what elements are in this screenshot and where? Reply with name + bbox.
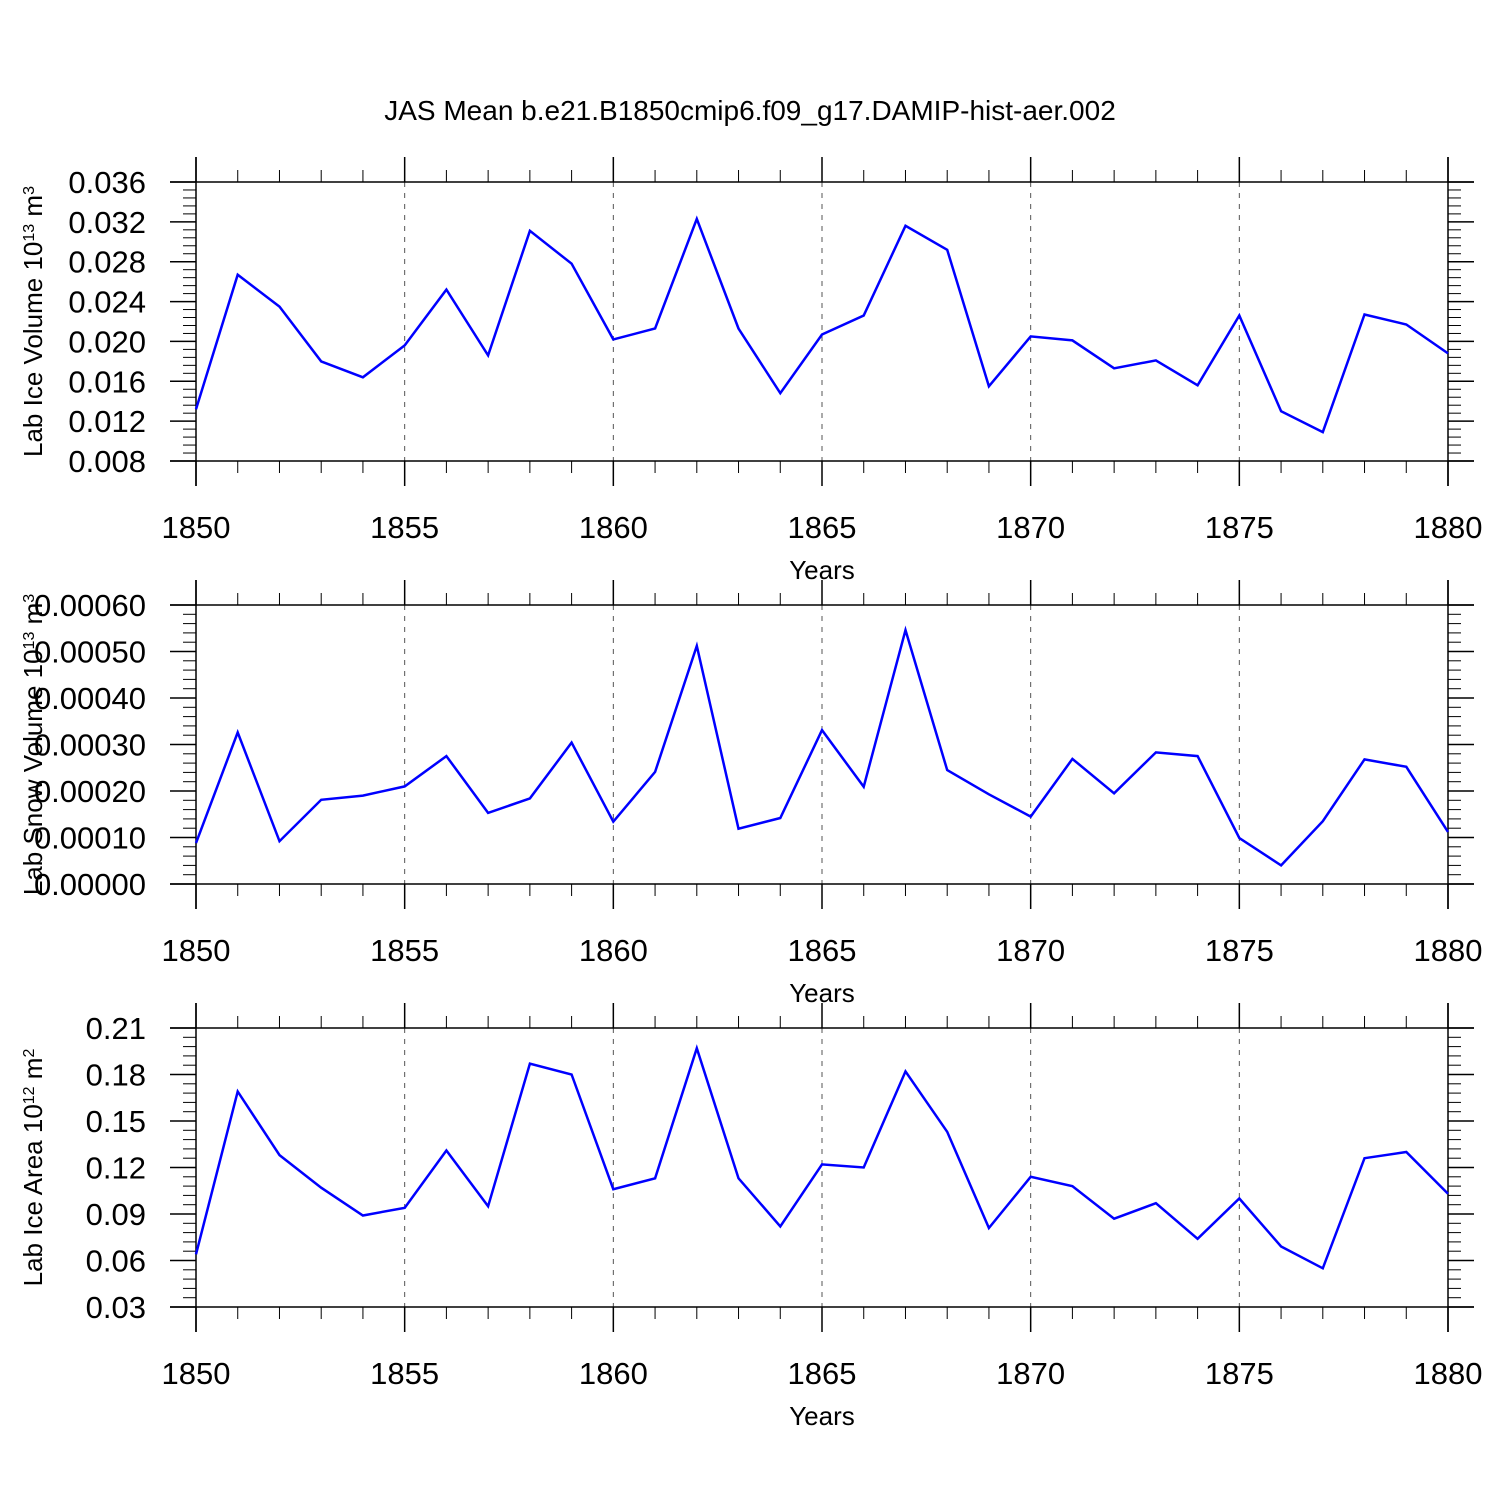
panel-3-x-tick-label: 1860 — [579, 1356, 648, 1391]
panel-2-x-tick-label: 1855 — [370, 933, 439, 968]
panel-3-y-tick-label: 0.15 — [86, 1104, 146, 1139]
panel-1-y-tick-label: 0.008 — [68, 444, 146, 479]
panel-2-y-tick-label: 0.00060 — [34, 588, 146, 623]
panel-2-y-tick-label: 0.00040 — [34, 681, 146, 716]
panel-1-y-tick-label: 0.028 — [68, 245, 146, 280]
panel-1-y-tick-label: 0.016 — [68, 364, 146, 399]
panel-1-x-tick-label: 1880 — [1414, 510, 1483, 545]
panel-1-x-tick-label: 1865 — [788, 510, 857, 545]
panel-3-x-tick-label: 1870 — [996, 1356, 1065, 1391]
panel-3-y-tick-label: 0.18 — [86, 1058, 146, 1093]
panel-3-y-tick-label: 0.06 — [86, 1244, 146, 1279]
panel-1-x-tick-label: 1855 — [370, 510, 439, 545]
panel-3-y-tick-label: 0.03 — [86, 1290, 146, 1325]
panel-3-y-tick-label: 0.21 — [86, 1011, 146, 1046]
panel-3-data-series-line — [194, 1044, 1449, 1271]
panel-1-y-tick-label: 0.036 — [68, 165, 146, 200]
panel-2-data-series-line — [194, 625, 1450, 868]
panel-2-x-tick-label: 1870 — [996, 933, 1065, 968]
panel-2-x-tick-label: 1850 — [162, 933, 231, 968]
panel-3-x-tick-label: 1875 — [1205, 1356, 1274, 1391]
panel-1-x-tick-label: 1875 — [1205, 510, 1274, 545]
panel-2-x-tick-label: 1865 — [788, 933, 857, 968]
panel-2-x-tick-label: 1860 — [579, 933, 648, 968]
panel-2-y-tick-label: 0.00000 — [34, 867, 146, 902]
panel-2-x-tick-label: 1880 — [1414, 933, 1483, 968]
panel-3-y-axis-label: Lab Ice Area 1012 m2 — [18, 1049, 48, 1287]
panel-1-x-tick-label: 1870 — [996, 510, 1065, 545]
panel-3-x-tick-label: 1855 — [370, 1356, 439, 1391]
panel-3-y-tick-label: 0.09 — [86, 1197, 146, 1232]
panel-3-x-tick-label: 1850 — [162, 1356, 231, 1391]
panel-2-y-axis-label: Lab Snow Volume 1013 m3 — [18, 594, 48, 895]
panel-1-y-tick-label: 0.024 — [68, 285, 146, 320]
panel-3-x-axis-label: Years — [789, 1401, 855, 1431]
panel-3-x-tick-label: 1865 — [788, 1356, 857, 1391]
panel-2-y-tick-label: 0.00050 — [34, 635, 146, 670]
panel-1-y-axis-label: Lab Ice Volume 1013 m3 — [18, 186, 48, 457]
panel-1-y-tick-label: 0.012 — [68, 404, 146, 439]
panel-1-y-tick-label: 0.020 — [68, 324, 146, 359]
panel-1-x-tick-label: 1860 — [579, 510, 648, 545]
chart-title: JAS Mean b.e21.B1850cmip6.f09_g17.DAMIP-… — [384, 95, 1116, 126]
panel-1-data-series-line — [194, 215, 1449, 434]
panel-3-y-tick-label: 0.12 — [86, 1151, 146, 1186]
panel-2-y-tick-label: 0.00020 — [34, 774, 146, 809]
panel-2-y-tick-label: 0.00010 — [34, 821, 146, 856]
panel-2-x-tick-label: 1875 — [1205, 933, 1274, 968]
panel-2-y-tick-label: 0.00030 — [34, 728, 146, 763]
panel-3-x-tick-label: 1880 — [1414, 1356, 1483, 1391]
panel-1-x-tick-label: 1850 — [162, 510, 231, 545]
panel-1-y-tick-label: 0.032 — [68, 205, 146, 240]
